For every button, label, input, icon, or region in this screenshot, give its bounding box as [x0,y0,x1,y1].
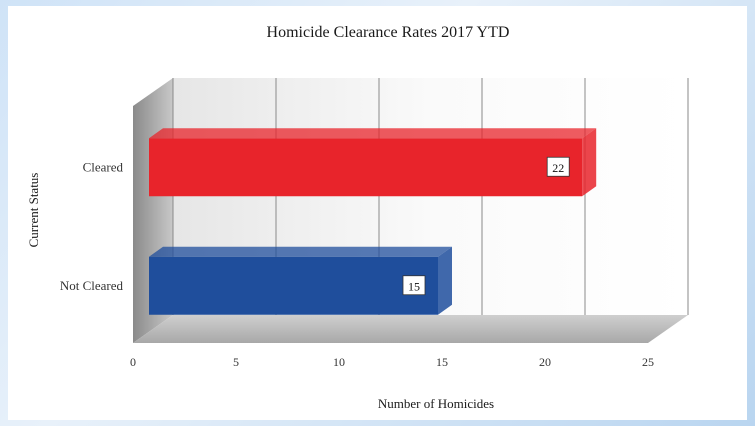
chart-card: Homicide Clearance Rates 2017 YTD Curren… [8,6,747,420]
x-tick-label: 15 [436,355,448,369]
floor [133,315,688,343]
data-label-box [402,275,426,296]
x-tick-label: 20 [539,355,551,369]
x-tick-label: 5 [233,355,239,369]
data-label: 15 [408,279,420,293]
data-label-box [546,156,570,177]
x-tick-label: 10 [333,355,345,369]
bar-top-face [149,128,597,139]
y-axis-categories: Cleared Not Cleared [60,159,124,293]
bar-top-face [149,246,452,257]
x-tick-label: 0 [130,355,136,369]
bar-end-face [438,246,452,315]
x-tick-label: 25 [642,355,654,369]
gridlines [172,78,689,315]
bar-1: 15 [149,246,452,315]
category-label: Not Cleared [60,278,124,293]
homicide-clearance-chart: Homicide Clearance Rates 2017 YTD Curren… [26,24,689,411]
bar-end-face [582,128,597,197]
bar-0: 22 [149,128,597,197]
data-label: 22 [552,161,564,175]
x-axis-title: Number of Homicides [378,396,494,411]
bar [149,256,438,315]
y-axis-title: Current Status [26,173,41,248]
bars: 22 15 [149,128,597,315]
chart-title: Homicide Clearance Rates 2017 YTD [267,24,510,41]
bar [149,138,583,197]
x-axis-ticks: 0 5 10 15 20 25 [130,355,654,369]
category-label: Cleared [83,159,124,174]
